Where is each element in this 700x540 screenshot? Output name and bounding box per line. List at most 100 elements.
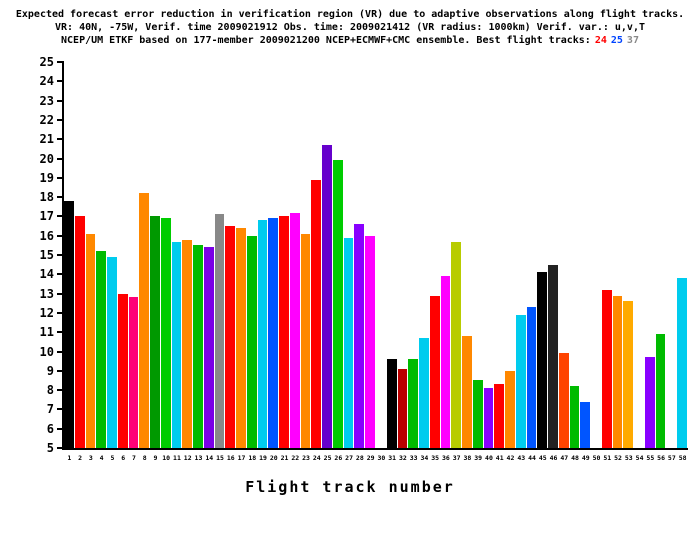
bar [451,241,462,448]
x-tick-label: 17 [237,454,246,462]
x-tick-label: 4 [99,454,104,462]
bar [96,251,107,448]
bar [107,256,117,448]
x-tick-label: 35 [431,454,440,462]
bar [268,218,279,448]
y-axis-tick [57,447,64,449]
bar [408,359,419,448]
bar [569,386,580,448]
y-axis-tick [57,138,64,141]
y-tick-label: 11 [39,325,54,340]
bar [203,247,214,448]
x-tick-label: 31 [388,454,397,462]
x-tick-label: 16 [226,454,235,462]
bar [128,297,139,448]
bar [246,235,257,448]
bar [289,212,300,448]
x-tick-label: 48 [571,454,579,462]
bar [483,388,494,448]
bar-chart: 5 6 7 8 9 10 11 12 13 14 15 16 17 18 19 20 21 22 23 24 25 1 2 3… [40,55,688,462]
y-tick-label: 7 [46,402,54,417]
x-tick-label: 53 [624,454,633,462]
x-tick-label: 27 [345,454,353,462]
x-tick-label: 49 [581,454,590,462]
bar [74,216,85,448]
x-tick-label: 50 [592,454,601,462]
bar [225,226,236,448]
x-tick-label: 21 [280,454,289,462]
y-tick-label: 12 [39,305,54,320]
x-tick-label: 55 [646,454,655,462]
x-tick-label: 15 [216,454,224,462]
x-tick-label: 56 [657,454,665,462]
x-tick-label: 10 [162,454,171,462]
chart-title-line3-text: NCEP/UM ETKF based on 177-member 2009021… [61,35,591,46]
bar [139,193,150,448]
x-tick-label: 43 [517,454,526,462]
bar [419,338,429,448]
x-tick-label: 52 [614,454,622,462]
x-tick-label: 30 [377,454,386,462]
y-tick-label: 16 [39,228,54,243]
bar [623,301,634,448]
bar [117,293,128,448]
y-axis-tick [57,311,64,314]
bar [354,224,365,448]
bar [440,276,451,448]
x-tick-label: 5 [110,454,115,462]
x-tick-label: 9 [153,454,158,462]
x-tick-label: 45 [538,454,547,462]
bar [494,384,505,448]
y-axis-tick [57,331,64,334]
y-tick-label: 10 [39,344,54,359]
bar [558,353,569,448]
x-tick-label: 24 [312,454,321,462]
x-tick-label: 40 [485,454,493,462]
bar [214,214,225,448]
bar [677,278,687,448]
y-tick-label: 13 [39,286,54,301]
best-track-value: 25 [610,35,623,46]
x-tick-label: 37 [452,454,461,462]
y-tick-label: 9 [46,363,54,378]
x-tick-label: 23 [302,454,310,462]
x-tick-label: 20 [269,454,278,462]
bar [257,220,268,448]
y-axis-tick [57,273,64,276]
x-tick-label: 3 [88,454,93,462]
bar [548,264,558,448]
chart-title-line2: VR: 40N, -75W, Verif. time 2009021912 Ob… [54,22,645,33]
y-axis-tick [57,80,64,83]
bar [85,233,96,448]
best-track-value: 37 [626,35,639,46]
x-tick-label: 13 [194,454,203,462]
x-axis-title: Flight track number [245,478,455,496]
y-tick-label: 6 [46,421,54,436]
bar [279,216,289,448]
chart-title-line1: Expected forecast error reduction in ver… [15,9,685,20]
bar [300,233,311,448]
bar [365,235,375,448]
bar [182,239,193,448]
x-tick-label: 54 [635,454,644,462]
x-tick-label: 25 [323,454,332,462]
bar [601,289,612,448]
y-axis-tick [57,61,64,63]
y-axis-tick [57,234,64,237]
y-axis-tick [57,157,64,160]
best-track-value: 24 [594,35,607,46]
plot-area: 5 6 7 8 9 10 11 12 13 14 15 16 17 18 19 20 21 22 23 24 25 1 2 3… [40,55,688,462]
y-tick-label: 5 [46,441,54,455]
y-tick-label: 22 [39,112,54,127]
bar [160,218,171,448]
x-tick-label: 51 [603,454,612,462]
bar [386,359,397,448]
x-tick-label: 29 [366,454,375,462]
y-axis-tick [57,99,64,102]
bar [311,179,322,448]
y-axis-tick [57,215,64,218]
bar [655,334,666,448]
x-tick-label: 18 [248,454,257,462]
x-tick-label: 6 [121,454,126,462]
